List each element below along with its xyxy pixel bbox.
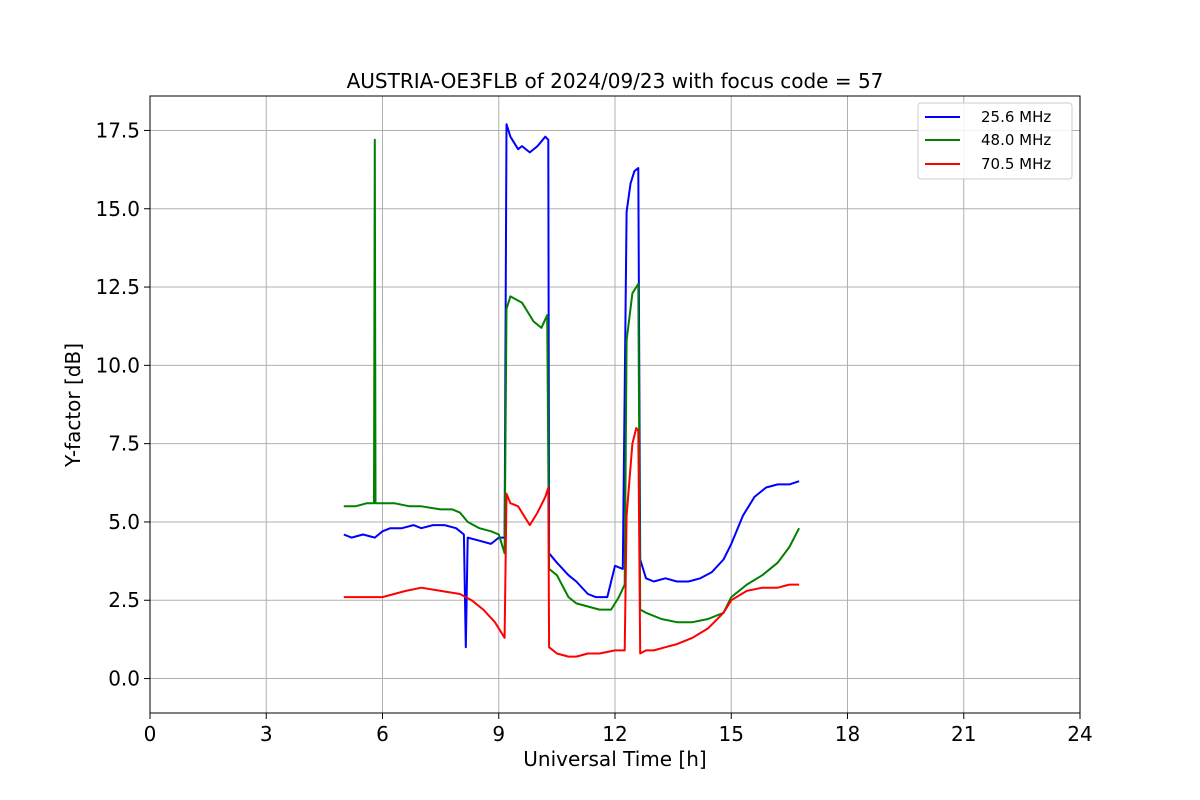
x-tick-label: 18 xyxy=(835,722,860,746)
y-axis-ticks: 0.0 2.5 5.0 7.5 10.0 12.5 15.0 17.5 xyxy=(95,118,150,691)
y-tick-label: 15.0 xyxy=(95,197,140,221)
x-axis-ticks: 0 3 6 9 12 15 18 21 24 xyxy=(144,713,1093,746)
legend-box xyxy=(917,102,1073,180)
x-tick-label: 6 xyxy=(376,722,389,746)
x-tick-label: 9 xyxy=(492,722,505,746)
x-tick-label: 15 xyxy=(719,722,744,746)
x-tick-label: 3 xyxy=(260,722,273,746)
x-tick-label: 0 xyxy=(144,722,157,746)
legend: 25.6 MHz 48.0 MHz 70.5 MHz xyxy=(917,102,1073,180)
y-tick-label: 17.5 xyxy=(95,118,140,142)
y-tick-label: 7.5 xyxy=(108,432,140,456)
legend-label-48-0: 48.0 MHz xyxy=(981,131,1051,149)
x-axis-label: Universal Time [h] xyxy=(523,747,706,771)
x-tick-label: 21 xyxy=(951,722,976,746)
y-tick-label: 5.0 xyxy=(108,510,140,534)
y-tick-label: 10.0 xyxy=(95,353,140,377)
legend-label-25-6: 25.6 MHz xyxy=(981,108,1051,126)
plot-lines xyxy=(343,123,800,658)
y-tick-label: 2.5 xyxy=(108,588,140,612)
series-line-2 xyxy=(343,427,800,658)
y-axis-label: Y-factor [dB] xyxy=(61,343,85,468)
x-tick-label: 12 xyxy=(602,722,627,746)
x-tick-label: 24 xyxy=(1067,722,1092,746)
legend-label-70-5: 70.5 MHz xyxy=(981,155,1051,173)
chart-title: AUSTRIA-OE3FLB of 2024/09/23 with focus … xyxy=(347,69,884,93)
y-tick-label: 0.0 xyxy=(108,667,140,691)
series-line-0 xyxy=(343,123,800,649)
y-tick-label: 12.5 xyxy=(95,275,140,299)
